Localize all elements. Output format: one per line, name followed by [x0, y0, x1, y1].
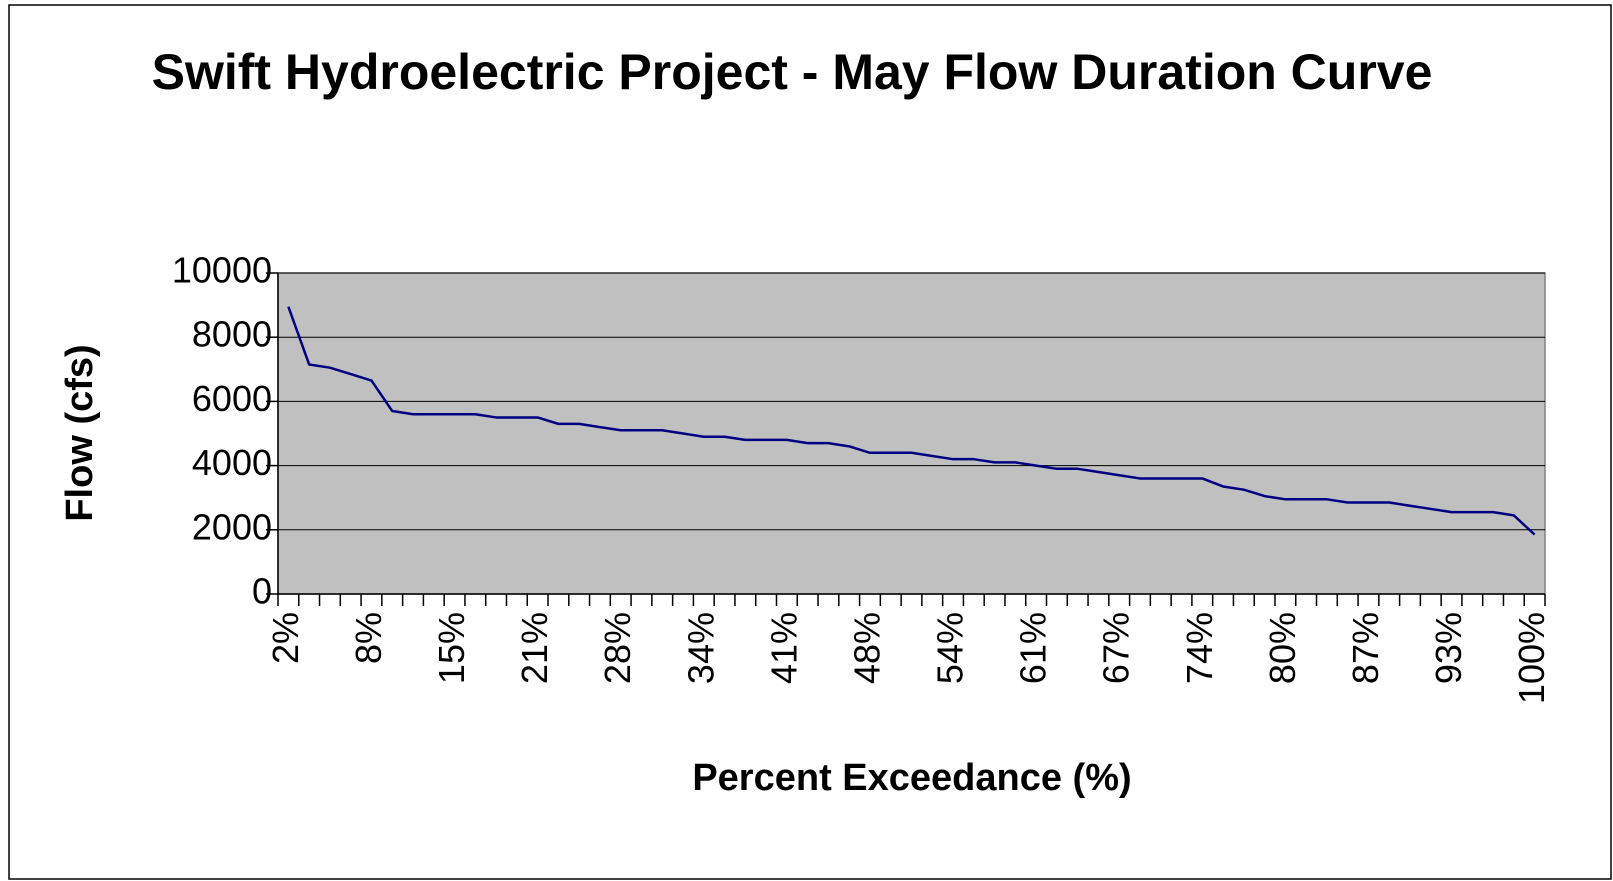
x-tick-label: 54% — [930, 612, 971, 684]
x-tick-label: 87% — [1345, 612, 1386, 684]
x-tick-label: 100% — [1511, 612, 1552, 704]
x-axis-title: Percent Exceedance (%) — [692, 757, 1131, 799]
x-tick-label: 67% — [1096, 612, 1137, 684]
y-tick-label: 2000 — [192, 506, 272, 547]
y-tick-label: 10000 — [172, 250, 272, 291]
x-tick-label: 21% — [514, 612, 555, 684]
y-tick-label: 8000 — [192, 314, 272, 355]
x-tick-label: 48% — [846, 612, 887, 684]
x-tick-label: 93% — [1428, 612, 1469, 684]
x-tick-label: 34% — [680, 612, 721, 684]
chart-title: Swift Hydroelectric Project - May Flow D… — [151, 44, 1433, 100]
x-tick-label: 41% — [763, 612, 804, 684]
x-tick-label: 8% — [348, 612, 389, 664]
y-tick-label: 0 — [252, 571, 272, 612]
x-tick-label: 74% — [1179, 612, 1220, 684]
y-axis-title: Flow (cfs) — [59, 344, 101, 521]
series-line — [287, 306, 1536, 536]
x-tick-label: 28% — [597, 612, 638, 684]
x-tick-label: 61% — [1013, 612, 1054, 684]
x-tick-label: 2% — [265, 612, 306, 664]
y-tick-label: 6000 — [192, 378, 272, 419]
x-tick-label: 80% — [1262, 612, 1303, 684]
x-tick-label: 15% — [431, 612, 472, 684]
plot-area — [277, 272, 1546, 595]
y-tick-label: 4000 — [192, 442, 272, 483]
